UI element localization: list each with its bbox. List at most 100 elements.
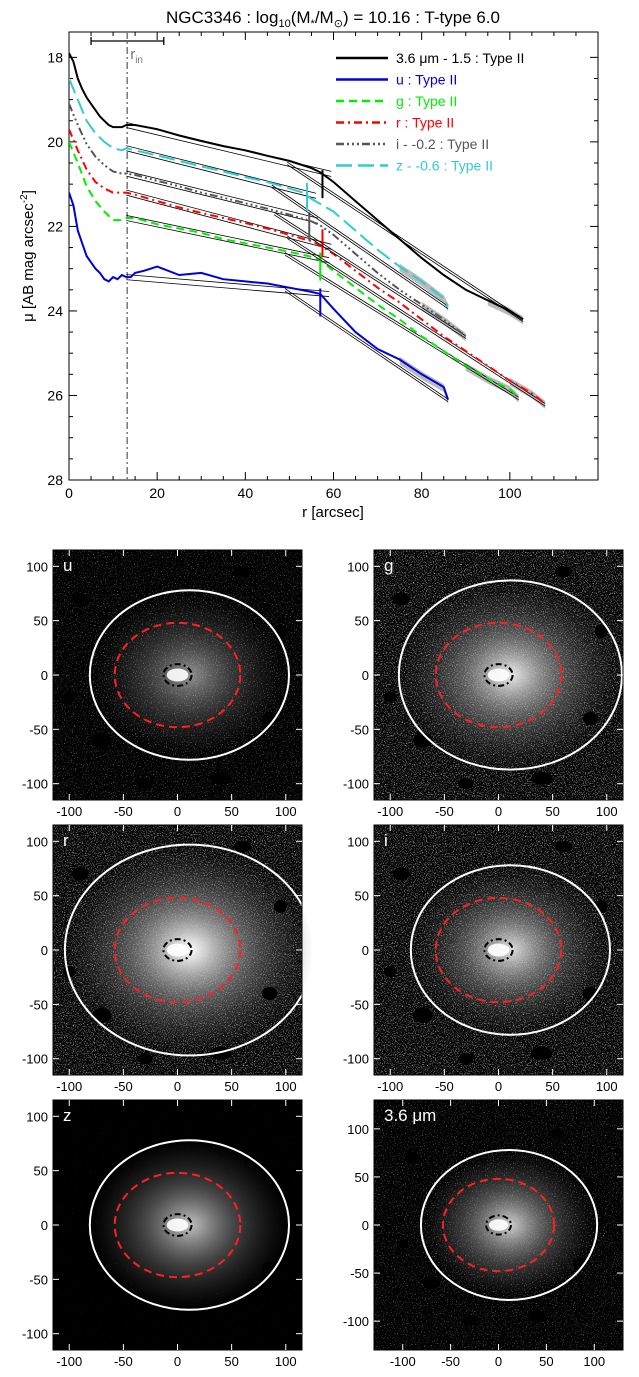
panel-y-tick-label-2: 0 <box>41 668 48 683</box>
masked-source-4 <box>383 966 397 978</box>
galaxy-core <box>487 668 510 682</box>
panel-x-tick-label-0: -100 <box>377 1079 403 1094</box>
inner-fit-1-1 <box>126 279 330 297</box>
masked-source-0 <box>392 592 410 606</box>
series-line-2 <box>69 141 520 399</box>
masked-source-3 <box>554 841 573 853</box>
title-rest: ) = 10.16 : T-type 6.0 <box>343 8 500 27</box>
masked-source-7 <box>273 900 287 914</box>
panel-label-0: u <box>63 556 72 575</box>
panel-x-tick-label-1: -50 <box>114 1354 133 1369</box>
masked-source-2 <box>261 986 278 1000</box>
y-tick-label-2: 22 <box>47 218 63 234</box>
panel-y-tick-label-4: -100 <box>343 1314 369 1329</box>
panel-y-tick-label-3: -50 <box>350 722 369 737</box>
r-in-label-main: r <box>130 46 135 63</box>
masked-source-1 <box>91 1007 112 1023</box>
panel-y-tick-label-2: 0 <box>362 668 369 683</box>
x-tick-label-0: 0 <box>65 485 73 501</box>
legend-label-0: 3.6 μm - 1.5 : Type II <box>396 50 524 66</box>
profile-series <box>69 52 546 409</box>
legend-label-5: z - -0.6 : Type II <box>396 158 493 174</box>
panel-x-tick-label-2: 0 <box>174 1354 181 1369</box>
masked-source-6 <box>137 778 153 790</box>
panel-x-tick-label-2: 0 <box>495 804 502 819</box>
masked-source-5 <box>209 1321 232 1335</box>
legend: 3.6 μm - 1.5 : Type II u : Type II g : Typ… <box>336 50 524 174</box>
masked-source-0 <box>71 592 89 606</box>
galaxy-glow <box>89 590 290 760</box>
legend-label-4: i - -0.2 : Type II <box>396 136 489 152</box>
series-line-3 <box>69 128 546 405</box>
masked-source-0 <box>71 867 89 881</box>
panel-y-tick-label-0: 100 <box>347 1122 369 1137</box>
panel-y-tick-label-2: 0 <box>41 1218 48 1233</box>
legend-label-2: g : Type II <box>396 93 457 109</box>
outer-fit-1-1 <box>284 290 449 403</box>
y-axis-label-close: ] <box>20 190 37 194</box>
panel-x-tick-label-1: -50 <box>435 1079 454 1094</box>
panel-y-tick-label-1: 50 <box>355 614 369 629</box>
panel-y-tick-label-2: 0 <box>362 1218 369 1233</box>
inner-radius-ellipse <box>162 938 193 962</box>
galaxy-core <box>166 668 189 682</box>
inner-radius-ellipse <box>483 938 514 962</box>
series-band-3 <box>509 377 546 409</box>
y-axis-label: μ [AB mag arcsec-2] <box>19 190 37 322</box>
panel-5: -100 -50 0 50 100 100 50 0 -50 -100 3.6 μm <box>343 1099 624 1369</box>
inner-fit-5-0 <box>126 145 316 194</box>
panel-x-tick-label-2: 0 <box>174 804 181 819</box>
masked-source-1 <box>422 1275 441 1290</box>
inner-fit-5-1 <box>126 150 316 199</box>
masked-source-0 <box>404 1151 420 1164</box>
panel-y-tick-label-0: 100 <box>26 1109 48 1124</box>
title-subscript: 10 <box>278 18 290 30</box>
masked-source-4 <box>62 691 76 703</box>
masked-source-6 <box>458 1053 474 1065</box>
outer-fit-5-1 <box>271 187 449 310</box>
masked-source-6 <box>137 1328 153 1340</box>
masked-source-5 <box>209 771 232 785</box>
title-star: * <box>311 18 316 30</box>
outer-fit-1-0 <box>284 288 449 400</box>
masked-source-6 <box>458 778 474 790</box>
y-tick-label-5: 28 <box>47 472 63 488</box>
y-axis-label-sup: -2 <box>19 194 30 203</box>
panel-y-tick-label-3: -50 <box>29 1272 48 1287</box>
panel-y-tick-label-1: 50 <box>355 1170 369 1185</box>
masked-source-5 <box>527 1310 547 1323</box>
panel-3: -100 -50 0 50 100 100 50 0 -50 -100 i <box>343 824 624 1094</box>
panel-label-1: g <box>384 556 393 575</box>
series-line-1 <box>69 192 450 401</box>
panel-label-3: i <box>384 831 388 850</box>
panel-x-tick-label-0: -100 <box>56 1354 82 1369</box>
x-tick-label-4: 80 <box>414 485 430 501</box>
r-in-label-sub: in <box>135 55 143 66</box>
panel-y-tick-label-3: -50 <box>29 722 48 737</box>
inner-radius-ellipse <box>485 1214 512 1236</box>
galaxy-glow <box>420 1150 598 1300</box>
masked-source-2 <box>582 711 599 725</box>
panel-y-tick-label-3: -50 <box>29 997 48 1012</box>
series-line-4 <box>69 103 467 338</box>
title-sun: ⊙ <box>334 18 343 30</box>
masked-source-0 <box>392 867 410 881</box>
inner-radius-ellipse <box>483 663 514 687</box>
panel-x-tick-label-3: 50 <box>545 1079 559 1094</box>
panel-x-tick-label-2: 0 <box>174 1079 181 1094</box>
panel-y-tick-label-3: -50 <box>350 997 369 1012</box>
panel-y-tick-label-4: -100 <box>22 1052 48 1067</box>
inner-radius-ellipse <box>162 663 193 687</box>
panel-x-tick-label-0: -100 <box>56 1079 82 1094</box>
masked-source-4 <box>383 691 397 703</box>
break-ellipse <box>441 1177 556 1273</box>
panel-y-tick-label-1: 50 <box>34 1164 48 1179</box>
galaxy-core <box>166 1218 189 1232</box>
r-in-label: rin <box>130 46 143 66</box>
legend-label-1: u : Type II <box>396 72 457 88</box>
outer-ellipse <box>88 1139 291 1311</box>
surface-brightness-profile: NGC3346 : log10(M*/M⊙) = 10.16 : T-type … <box>19 8 599 521</box>
panel-y-tick-label-2: 0 <box>41 943 48 958</box>
panel-y-tick-label-0: 100 <box>26 834 48 849</box>
